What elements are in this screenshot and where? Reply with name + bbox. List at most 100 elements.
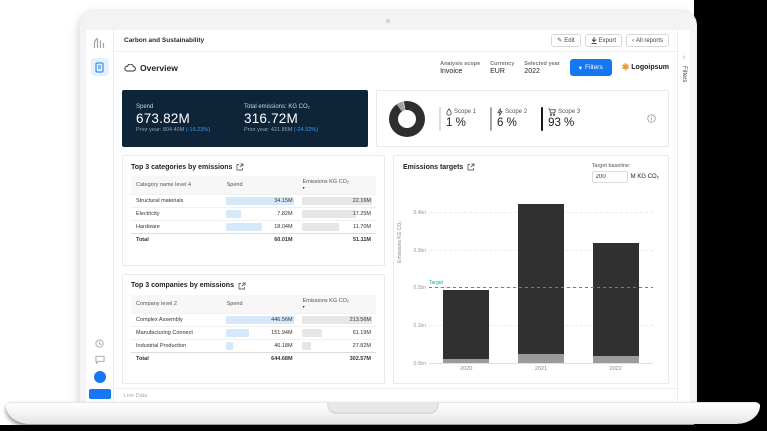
bar-segment	[592, 356, 639, 363]
emissions-bar	[301, 328, 322, 337]
bar-segment	[443, 290, 490, 360]
emissions-value: 316.72M	[244, 111, 298, 126]
column-header[interactable]: Spend	[221, 176, 298, 195]
chevron-left-icon: ‹	[682, 54, 686, 61]
x-tick-label: 2020	[460, 366, 473, 372]
top-bar: Carbon and Sustainability ✎ Edit Export …	[114, 30, 677, 52]
kpi-spend: Spend 673.82M Prior year: 804.40M (-16.2…	[136, 104, 210, 133]
external-link-icon[interactable]	[238, 282, 246, 290]
scope-3-bar	[541, 106, 544, 131]
emissions-chart: Emissions KG CO₂ 0.0bn 0.1bn 0.2bn 0.3bn 0.4…	[397, 185, 659, 376]
filters-rail[interactable]: ‹ Filters	[677, 30, 690, 403]
brand-mark-icon: ✱	[621, 62, 630, 72]
history-clock-icon[interactable]	[95, 339, 104, 348]
bar-segment	[518, 203, 564, 354]
all-reports-button[interactable]: ‹ All reports	[625, 34, 669, 47]
column-header[interactable]: Emissions KG CO₂ ▾	[297, 176, 376, 195]
column-header[interactable]: Category name level 4	[131, 176, 222, 195]
sidebar-item-reports[interactable]	[90, 58, 109, 76]
main-area: Carbon and Sustainability ✎ Edit Export …	[114, 30, 677, 403]
external-link-icon[interactable]	[236, 163, 244, 171]
companies-card: Top 3 companies by emissions Company lev…	[122, 273, 385, 384]
emissions-bar	[301, 223, 339, 231]
scope-3-item: Scope 3 93 %	[541, 106, 580, 131]
pencil-icon: ✎	[557, 38, 563, 44]
emissions-bar	[301, 315, 372, 324]
emissions-delta: (-24.92%)	[293, 127, 318, 133]
spend-delta: (-16.23%)	[185, 127, 210, 133]
user-avatar[interactable]	[93, 371, 106, 383]
target-label: Target	[429, 280, 443, 287]
app-logo-icon	[93, 37, 106, 49]
sidebar-collapse-button[interactable]	[88, 389, 111, 399]
filters-button[interactable]: ▾ Filters	[569, 59, 612, 76]
emissions-bar	[301, 341, 311, 350]
y-tick-label: 0.0bn	[413, 361, 426, 367]
y-tick-label: 0.1bn	[413, 323, 426, 330]
column-header[interactable]: Emissions KG CO₂ ▾	[297, 294, 376, 313]
info-icon[interactable]	[647, 114, 656, 123]
page-title: Overview	[140, 62, 178, 73]
external-link-icon[interactable]	[467, 163, 475, 171]
laptop-screen: Carbon and Sustainability ✎ Edit Export …	[86, 30, 690, 403]
scope-1-bar	[439, 106, 441, 131]
y-tick-label: 0.4bn	[413, 209, 426, 216]
laptop-base	[6, 402, 760, 424]
spend-bar	[225, 223, 262, 231]
table-row: Manufacturing Connect 151.94M 61.19M	[131, 325, 376, 339]
brand-logo: ✱ Logoipsum	[621, 62, 669, 72]
spend-bar	[225, 328, 249, 337]
categories-title: Top 3 categories by emissions	[131, 163, 233, 171]
target-baseline-unit: M KG CO₂	[630, 174, 659, 180]
table-row: Industrial Production 46.18M 27.82M	[131, 338, 376, 352]
categories-card: Top 3 categories by emissions Category n…	[122, 155, 385, 266]
scope-1-item: Scope 1 1 %	[439, 106, 476, 131]
download-icon	[591, 37, 597, 44]
status-bar: Live Data	[114, 388, 677, 403]
export-button[interactable]: Export	[584, 34, 622, 47]
target-baseline-label: Target baseline:	[591, 163, 631, 169]
overview-header: Overview Analysis scope Invoice Currency…	[114, 52, 677, 83]
analysis-scope-select[interactable]: Analysis scope Invoice	[440, 60, 481, 75]
scope-2-bar	[490, 106, 493, 131]
spend-bar	[225, 315, 294, 324]
column-header[interactable]: Company level 2	[131, 294, 222, 313]
targets-title: Emissions targets	[403, 163, 464, 171]
cloud-icon	[124, 63, 136, 72]
bar-2020	[443, 290, 490, 363]
emissions-targets-card: Emissions targets Target baseline: M KG …	[393, 155, 669, 384]
spend-bar	[225, 341, 233, 350]
spend-bar	[225, 197, 294, 205]
y-tick-label: 0.3bn	[413, 247, 426, 254]
laptop-notch	[327, 403, 439, 414]
emissions-bar	[301, 210, 357, 218]
kpi-emissions: Total emissions: KG CO₂ 316.72M Prior ye…	[244, 104, 318, 133]
spend-value: 673.82M	[136, 111, 190, 126]
edit-button[interactable]: ✎ Edit	[551, 34, 581, 47]
scope-donut-chart	[389, 100, 425, 137]
scope-2-item: Scope 2 6 %	[490, 106, 527, 131]
column-header[interactable]: Spend	[221, 294, 298, 313]
table-row: Electricity 7.82M 17.25M	[131, 207, 376, 221]
categories-table: Category name level 4 Spend Emissions KG…	[131, 176, 376, 246]
table-row: Structural materials 34.15M 22.16M	[131, 194, 376, 208]
x-tick-label: 2021	[534, 366, 548, 372]
currency-select[interactable]: Currency EUR	[490, 60, 515, 75]
webcam-dot	[386, 19, 390, 23]
scopes-card: Scope 1 1 % Scope 2	[376, 90, 669, 147]
filters-rail-label: Filters	[681, 66, 687, 83]
selected-year-select[interactable]: Selected year 2022	[524, 60, 560, 75]
target-line: Target	[429, 280, 653, 289]
sort-icon: ▾	[302, 185, 305, 190]
app-title: Carbon and Sustainability	[124, 37, 205, 44]
chevron-left-icon: ‹	[631, 37, 634, 44]
table-row: Hardware 18.04M 11.70M	[131, 220, 376, 234]
target-baseline-input[interactable]	[591, 171, 628, 183]
y-axis-label: Emissions KG CO₂	[397, 220, 403, 263]
bar-segment	[443, 359, 490, 363]
companies-title: Top 3 companies by emissions	[131, 282, 234, 289]
x-tick-label: 2022	[609, 366, 622, 372]
bar-segment	[518, 353, 564, 363]
chat-icon[interactable]	[95, 355, 105, 364]
emissions-bar	[301, 197, 372, 205]
